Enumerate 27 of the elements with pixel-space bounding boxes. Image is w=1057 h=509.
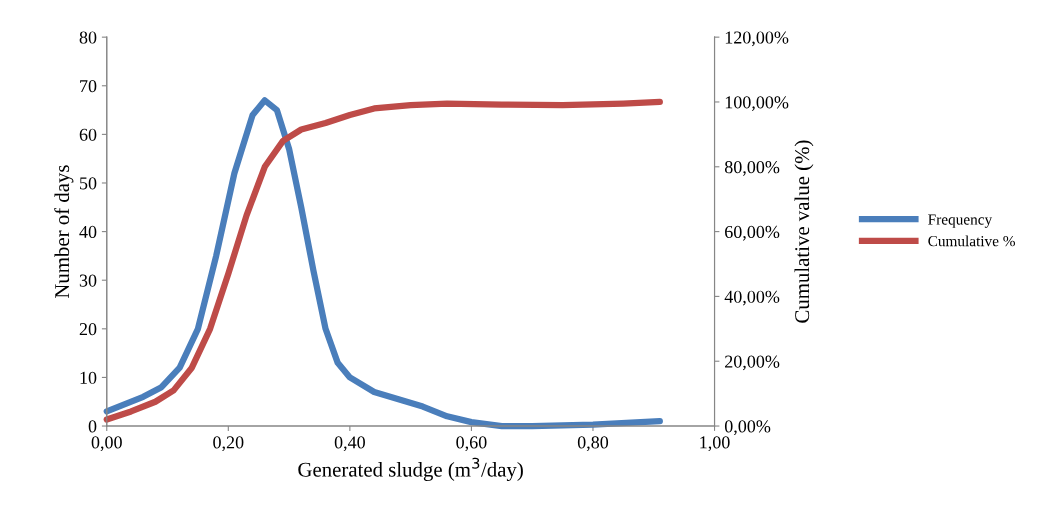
y2-tick-label: 120,00% xyxy=(725,31,789,47)
y2-axis-title: Cumulative value (%) xyxy=(794,140,814,323)
x-axis-title: Generated sludge (m$^{3}$/day) xyxy=(298,457,523,481)
y2-tick-label: 40,00% xyxy=(724,290,780,306)
y2-tick-label: 60,00% xyxy=(725,225,780,241)
y2-tick-label: 100,00% xyxy=(725,96,789,112)
x-tick-label: 0,20 xyxy=(213,436,244,452)
y-axis-title: Number of days xyxy=(54,165,74,299)
x-tick-label: 0,80 xyxy=(577,436,609,452)
y-tick-label: 80 xyxy=(79,31,97,44)
y-tick-label: 70 xyxy=(80,80,97,93)
y-tick-label: 30 xyxy=(79,274,97,287)
y-tick-label: 60 xyxy=(79,128,97,141)
x-tick-label: 0,00 xyxy=(91,436,122,452)
y-tick-label: 10 xyxy=(80,371,97,384)
legend-label: Frequency xyxy=(928,214,993,228)
y-tick-label: 50 xyxy=(80,177,97,190)
y-tick-label: 20 xyxy=(79,323,97,336)
x-tick-label: 1,00 xyxy=(700,436,730,452)
y2-tick-label: 0,00% xyxy=(724,420,771,436)
legend-label: Cumulative % xyxy=(928,235,1015,247)
x-tick-label: 0,40 xyxy=(334,436,365,452)
x-tick-label: 0,60 xyxy=(456,436,487,452)
y-tick-label: 0 xyxy=(88,420,97,433)
y2-tick-label: 80,00% xyxy=(724,161,780,176)
y2-tick-label: 20,00% xyxy=(725,355,780,371)
y-tick-label: 40 xyxy=(79,225,97,239)
